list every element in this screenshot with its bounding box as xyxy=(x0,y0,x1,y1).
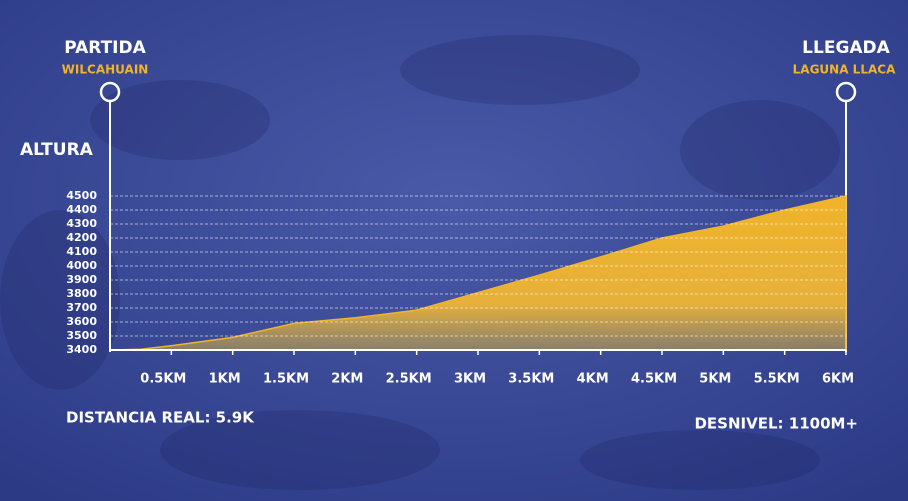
y-tick-label: 3900 xyxy=(66,273,97,286)
x-tick-label: 5.5KM xyxy=(754,372,800,387)
end-label: LLEGADA xyxy=(802,38,890,58)
x-tick-label: 3.5KM xyxy=(508,372,554,387)
x-tick-label: 2.5KM xyxy=(386,372,432,387)
y-tick-label: 3600 xyxy=(66,315,97,328)
y-tick-label: 4500 xyxy=(66,189,97,202)
end-marker xyxy=(835,81,857,103)
start-place: WILCAHUAIN xyxy=(62,63,149,77)
x-tick-label: 2KM xyxy=(331,372,363,387)
end-place: LAGUNA LLACA xyxy=(793,63,896,77)
y-axis-label: ALTURA xyxy=(20,140,94,160)
distance-note: DISTANCIA REAL: 5.9K xyxy=(66,409,255,427)
y-tick-label: 4400 xyxy=(66,203,97,216)
y-tick-label: 3400 xyxy=(66,343,97,356)
x-tick-label: 5KM xyxy=(699,372,731,387)
start-marker xyxy=(99,81,121,103)
y-tick-label: 3800 xyxy=(66,287,97,300)
x-tick-label: 3KM xyxy=(454,372,486,387)
x-tick-label: 1.5KM xyxy=(263,372,309,387)
x-tick-label: 0.5KM xyxy=(140,372,186,387)
x-tick-label: 1KM xyxy=(209,372,241,387)
x-tick-label: 4.5KM xyxy=(631,372,677,387)
y-tick-label: 4100 xyxy=(66,245,97,258)
y-tick-label: 4200 xyxy=(66,231,97,244)
x-tick-label: 4KM xyxy=(577,372,609,387)
y-tick-label: 3500 xyxy=(66,329,97,342)
y-tick-label: 4000 xyxy=(66,259,97,272)
elevation-note: DESNIVEL: 1100M+ xyxy=(694,415,858,433)
y-tick-label: 3700 xyxy=(66,301,97,314)
y-tick-label: 4300 xyxy=(66,217,97,230)
x-tick-label: 6KM xyxy=(822,372,854,387)
elevation-area xyxy=(109,195,847,351)
texture xyxy=(0,35,840,490)
start-label: PARTIDA xyxy=(64,38,146,58)
